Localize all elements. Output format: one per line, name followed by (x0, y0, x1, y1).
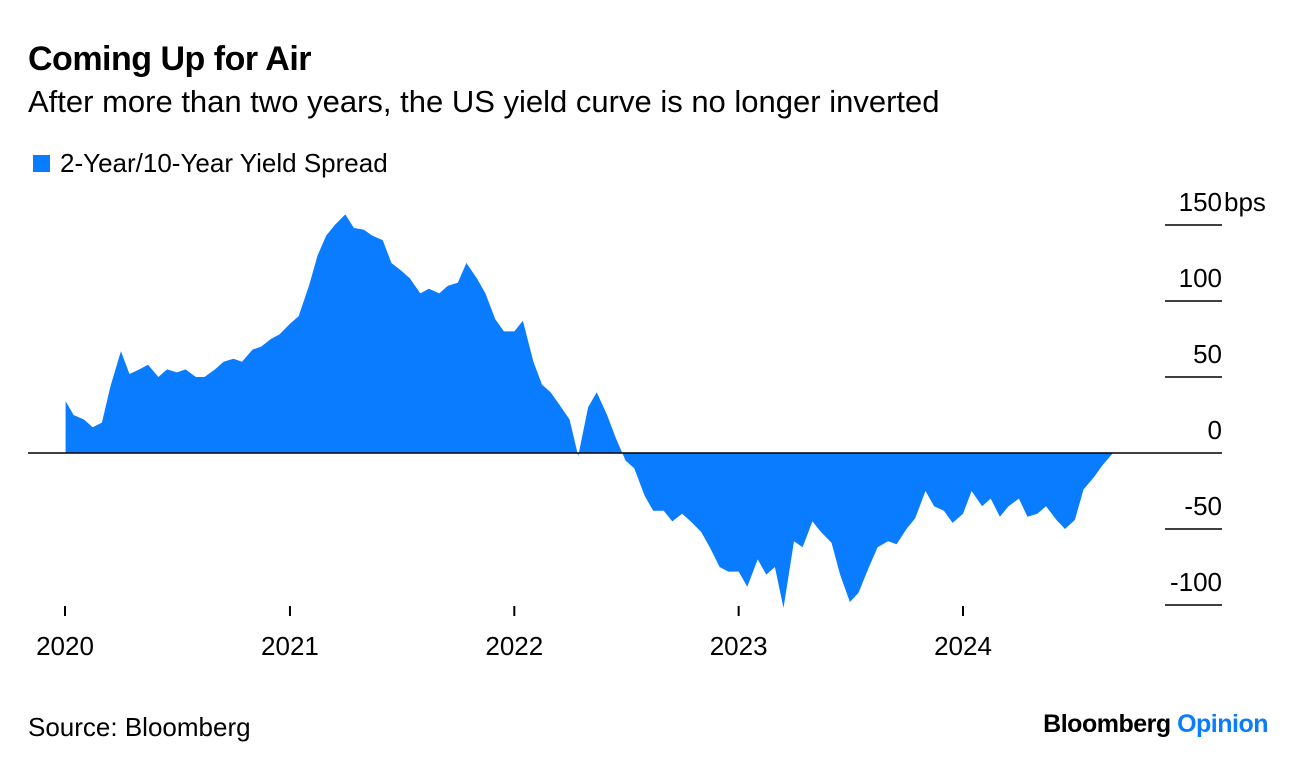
yield-spread-chart: 150 bps 100 50 0 -50 -100 2020 2021 2022 2023 2024 (28, 187, 1266, 661)
brand-name: Bloomberg (1043, 710, 1171, 738)
spread-area (65, 214, 1114, 608)
x-tick-label: 2022 (485, 631, 543, 661)
y-tick-label: -50 (1184, 491, 1222, 521)
source-note: Source: Bloomberg (28, 712, 251, 742)
y-tick-label: 50 (1193, 339, 1222, 369)
x-tick-label: 2021 (261, 631, 319, 661)
brand-product: Opinion (1177, 710, 1268, 738)
x-tick-label: 2024 (934, 631, 992, 661)
legend: 2-Year/10-Year Yield Spread (33, 148, 388, 179)
axis-layer: 150 bps 100 50 0 -50 -100 2020 2021 2022 2023 2024 (28, 187, 1266, 661)
y-tick-label: -100 (1170, 567, 1222, 597)
y-unit-label: bps (1224, 187, 1266, 217)
y-tick-label: 150 (1179, 187, 1222, 217)
chart-title: Coming Up for Air (28, 40, 312, 78)
legend-label: 2-Year/10-Year Yield Spread (60, 148, 388, 178)
legend-swatch (33, 155, 50, 172)
y-tick-label: 0 (1208, 415, 1222, 445)
x-tick-label: 2023 (710, 631, 768, 661)
y-tick-label: 100 (1179, 263, 1222, 293)
brand-logo: Bloomberg Opinion (1043, 710, 1268, 739)
chart-subtitle: After more than two years, the US yield … (28, 84, 940, 119)
x-tick-label: 2020 (36, 631, 94, 661)
area-layer (65, 214, 1114, 608)
